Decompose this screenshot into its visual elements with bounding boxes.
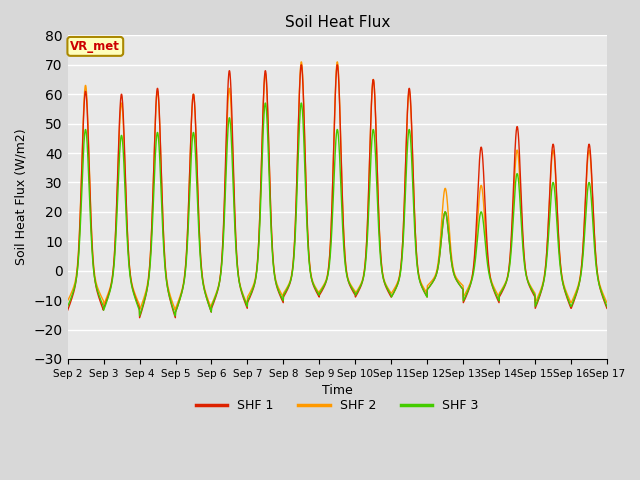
SHF 3 xyxy=(353,289,361,295)
SHF 1 xyxy=(64,307,72,313)
SHF 3 xyxy=(365,204,372,209)
Legend: SHF 1, SHF 2, SHF 3: SHF 1, SHF 2, SHF 3 xyxy=(191,395,484,418)
SHF 2 xyxy=(365,180,372,185)
SHF 3 xyxy=(495,297,502,302)
Y-axis label: Soil Heat Flux (W/m2): Soil Heat Flux (W/m2) xyxy=(15,129,28,265)
SHF 1 xyxy=(365,180,372,186)
SHF 1 xyxy=(214,286,222,291)
SHF 3 xyxy=(556,259,564,265)
SHF 3 xyxy=(571,295,579,300)
Line: SHF 3: SHF 3 xyxy=(68,103,607,316)
SHF 1 xyxy=(136,315,143,321)
Text: VR_met: VR_met xyxy=(70,40,120,53)
SHF 2 xyxy=(353,288,361,293)
SHF 3 xyxy=(64,303,72,309)
SHF 2 xyxy=(495,293,502,299)
SHF 1 xyxy=(495,298,502,304)
SHF 1 xyxy=(353,291,361,297)
SHF 3 xyxy=(603,303,611,309)
SHF 2 xyxy=(571,292,579,298)
X-axis label: Time: Time xyxy=(322,384,353,397)
SHF 2 xyxy=(556,252,564,258)
Title: Soil Heat Flux: Soil Heat Flux xyxy=(285,15,390,30)
SHF 3 xyxy=(298,100,305,106)
SHF 2 xyxy=(214,284,222,289)
Line: SHF 2: SHF 2 xyxy=(68,62,607,310)
SHF 2 xyxy=(603,300,611,306)
SHF 3 xyxy=(214,285,222,290)
SHF 1 xyxy=(571,296,579,302)
Line: SHF 1: SHF 1 xyxy=(68,65,607,318)
SHF 1 xyxy=(603,305,611,311)
SHF 2 xyxy=(333,59,341,65)
SHF 1 xyxy=(556,253,564,259)
SHF 1 xyxy=(333,62,341,68)
SHF 2 xyxy=(136,307,143,313)
SHF 2 xyxy=(64,298,72,304)
SHF 3 xyxy=(136,313,143,319)
